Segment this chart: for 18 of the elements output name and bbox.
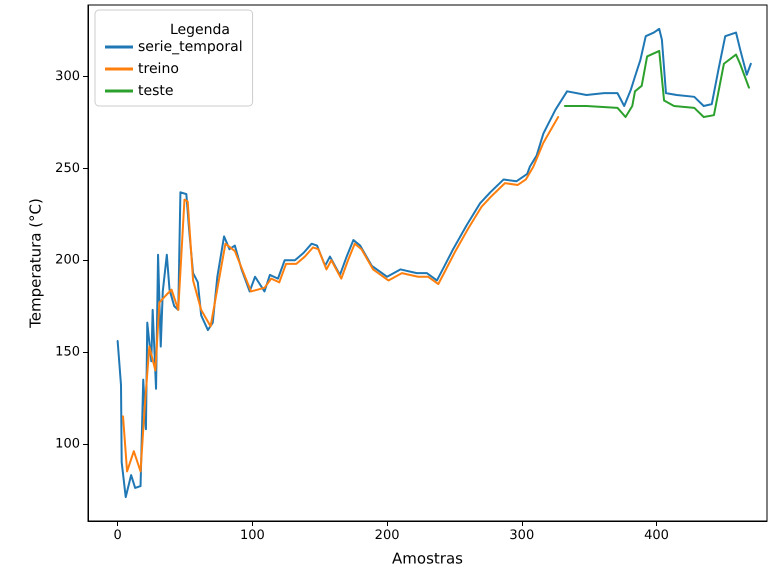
legend-label: serie_temporal bbox=[138, 39, 243, 55]
x-tick-label: 0 bbox=[114, 528, 122, 543]
x-axis-title: Amostras bbox=[392, 550, 464, 568]
legend-label: teste bbox=[138, 83, 174, 99]
x-tick-label: 100 bbox=[240, 528, 265, 543]
y-tick-label: 150 bbox=[55, 344, 80, 360]
y-tick-label: 100 bbox=[55, 436, 80, 452]
y-tick-label: 200 bbox=[55, 252, 80, 268]
line-series bbox=[122, 116, 560, 472]
x-tick-label: 200 bbox=[374, 528, 400, 543]
y-tick-label: 250 bbox=[55, 160, 80, 176]
line-series bbox=[564, 50, 750, 118]
y-tick-label: 300 bbox=[55, 69, 80, 84]
x-tick-label: 300 bbox=[509, 528, 534, 543]
y-axis-title: Temperatura (°C) bbox=[26, 198, 44, 329]
x-tick-label: 400 bbox=[644, 528, 669, 543]
legend-label: treino bbox=[138, 61, 179, 77]
legend-title: Legenda bbox=[170, 22, 230, 38]
